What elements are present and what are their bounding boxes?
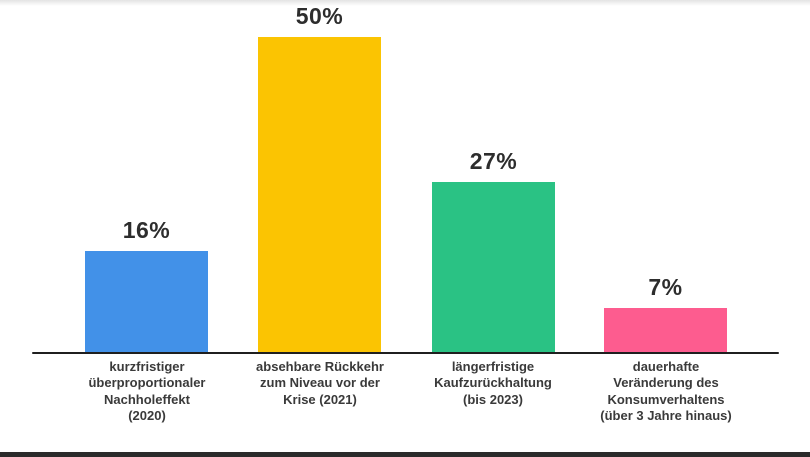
- category-label-kaufzurueckhaltung: längerfristige Kaufzurückhaltung (bis 20…: [434, 359, 552, 407]
- bar-value-label: 27%: [469, 148, 518, 174]
- x-axis-line: [32, 352, 779, 354]
- bar-veraenderung: [604, 308, 727, 352]
- bottom-edge-strip: [0, 452, 810, 457]
- bar-value-label: 50%: [295, 3, 344, 29]
- bar-nachholeffekt: [85, 251, 208, 352]
- category-label-nachholeffekt: kurzfristiger überproportionaler Nachhol…: [88, 359, 206, 423]
- bar-kaufzurueckhaltung: [432, 182, 555, 352]
- bar-value-label: 16%: [122, 217, 171, 243]
- bar-group-rueckkehr: 50%: [258, 3, 381, 352]
- top-edge-shade: [0, 0, 810, 6]
- category-label-rueckkehr: absehbare Rückkehr zum Niveau vor der Kr…: [256, 359, 384, 407]
- bar-group-nachholeffekt: 16%: [85, 217, 208, 352]
- bar-group-kaufzurueckhaltung: 27%: [432, 148, 555, 352]
- bar-value-label: 7%: [648, 274, 683, 300]
- category-label-veraenderung: dauerhafte Veränderung des Konsumverhalt…: [600, 359, 732, 423]
- bar-group-veraenderung: 7%: [604, 274, 727, 352]
- bar-rueckkehr: [258, 37, 381, 352]
